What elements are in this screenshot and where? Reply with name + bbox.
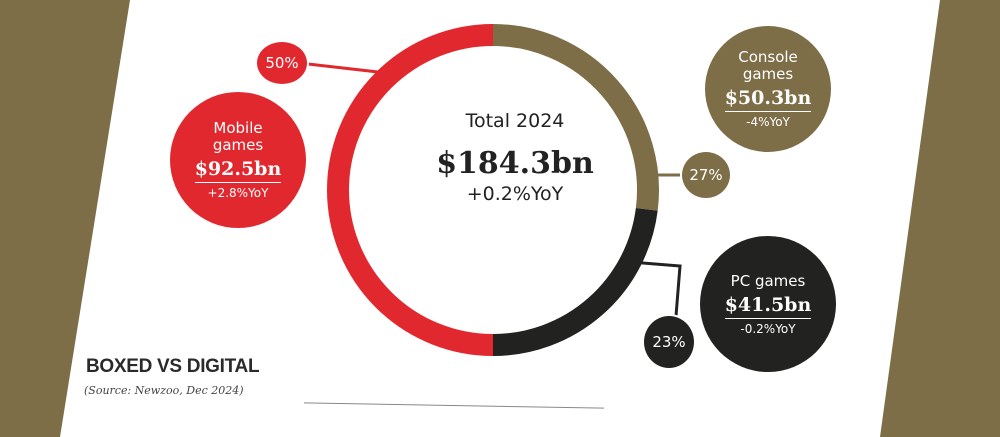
total-title: Total 2024 — [465, 110, 565, 132]
total-yoy: +0.2%YoY — [466, 183, 564, 205]
bubble-console: Console games $50.3bn -4%YoY — [705, 26, 831, 152]
bubble-mobile: Mobile games $92.5bn +2.8%YoY — [170, 92, 306, 228]
mobile-amount: $92.5bn — [194, 158, 282, 183]
leader-pc — [629, 260, 682, 317]
leader-lines — [307, 62, 683, 317]
section-title: BOXED VS DIGITAL — [86, 356, 260, 377]
console-amount: $50.3bn — [724, 87, 812, 112]
console-yoy: -4%YoY — [746, 115, 790, 129]
pct-badge-console: 27% — [680, 150, 732, 200]
donut-segment-pc — [492, 207, 658, 356]
total-amount: $184.3bn — [436, 146, 594, 181]
source-note: (Source: Newzoo, Dec 2024) — [84, 384, 244, 397]
pc-amount: $41.5bn — [724, 294, 812, 319]
pct-badge-pc: 23% — [642, 314, 696, 370]
pc-yoy: -0.2%YoY — [740, 321, 796, 336]
donut-segment-console — [492, 24, 659, 211]
pc-label: PC games — [730, 271, 806, 290]
pct-badge-mobile: 50% — [255, 40, 309, 86]
leader-mobile — [307, 62, 379, 74]
bubble-pc: PC games $41.5bn -0.2%YoY — [700, 236, 836, 372]
console-label: Console games — [738, 48, 798, 83]
donut-center: Total 2024 $184.3bn +0.2%YoY — [400, 110, 630, 205]
donut-segment-mobile — [327, 24, 494, 356]
donut-ring — [327, 24, 659, 356]
mobile-yoy: +2.8%YoY — [207, 186, 269, 200]
mobile-label: Mobile games — [212, 119, 264, 154]
